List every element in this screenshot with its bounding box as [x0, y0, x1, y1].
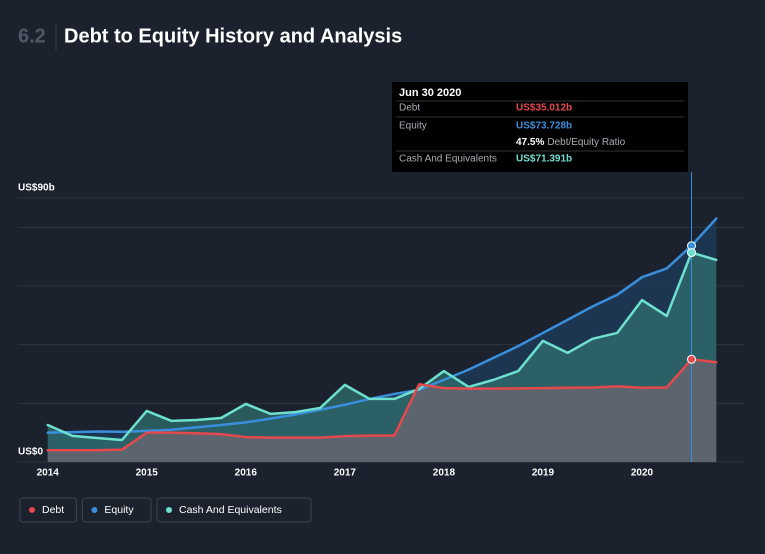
chart-title: Debt to Equity History and Analysis: [64, 25, 402, 47]
area: [47, 359, 717, 462]
legend-label: Debt: [42, 504, 64, 516]
legend-item[interactable]: Cash And Equivalents: [156, 497, 312, 523]
legend-item[interactable]: Equity: [81, 497, 152, 523]
tooltip-label: Equity: [399, 121, 427, 132]
hover-point: [687, 354, 697, 364]
legend-button: [156, 497, 312, 523]
line: [46, 251, 718, 442]
ratio-value: 47.5%: [516, 137, 544, 148]
legend-button: [19, 497, 77, 523]
x-tick-label: 2019: [532, 468, 555, 479]
x-tick-label: 2018: [433, 468, 456, 479]
hover-point: [687, 248, 697, 258]
section-number: 6.2: [18, 25, 46, 47]
tooltip-label: Cash And Equivalents: [399, 154, 497, 165]
tooltip-value: US$73.728b: [516, 121, 572, 132]
line: [46, 217, 718, 434]
legend-swatch: [29, 507, 35, 513]
line: [46, 358, 718, 452]
y-tick-label: US$90b: [18, 183, 55, 194]
x-tick-label: 2015: [136, 468, 159, 479]
ratio-label: Debt/Equity Ratio: [547, 137, 625, 148]
tooltip-label: Debt: [399, 103, 420, 114]
x-tick-label: 2016: [235, 468, 258, 479]
tooltip-date: Jun 30 2020: [399, 87, 461, 99]
tooltip-value: US$35.012b: [516, 103, 572, 114]
x-tick-label: 2017: [334, 468, 357, 479]
tooltip-box: [392, 82, 688, 172]
tooltip-value: US$71.391b: [516, 154, 572, 165]
legend-label: Cash And Equivalents: [179, 504, 282, 516]
legend-label: Equity: [104, 504, 134, 516]
legend-swatch: [166, 507, 172, 513]
tooltip-ratio: 47.5% Debt/Equity Ratio: [516, 137, 626, 148]
legend-swatch: [91, 507, 98, 513]
x-tick-label: 2014: [37, 468, 60, 479]
y-tick-label: US$0: [18, 447, 43, 458]
x-tick-label: 2020: [631, 468, 654, 479]
legend-button: [81, 497, 152, 523]
legend-item[interactable]: Debt: [19, 497, 77, 523]
